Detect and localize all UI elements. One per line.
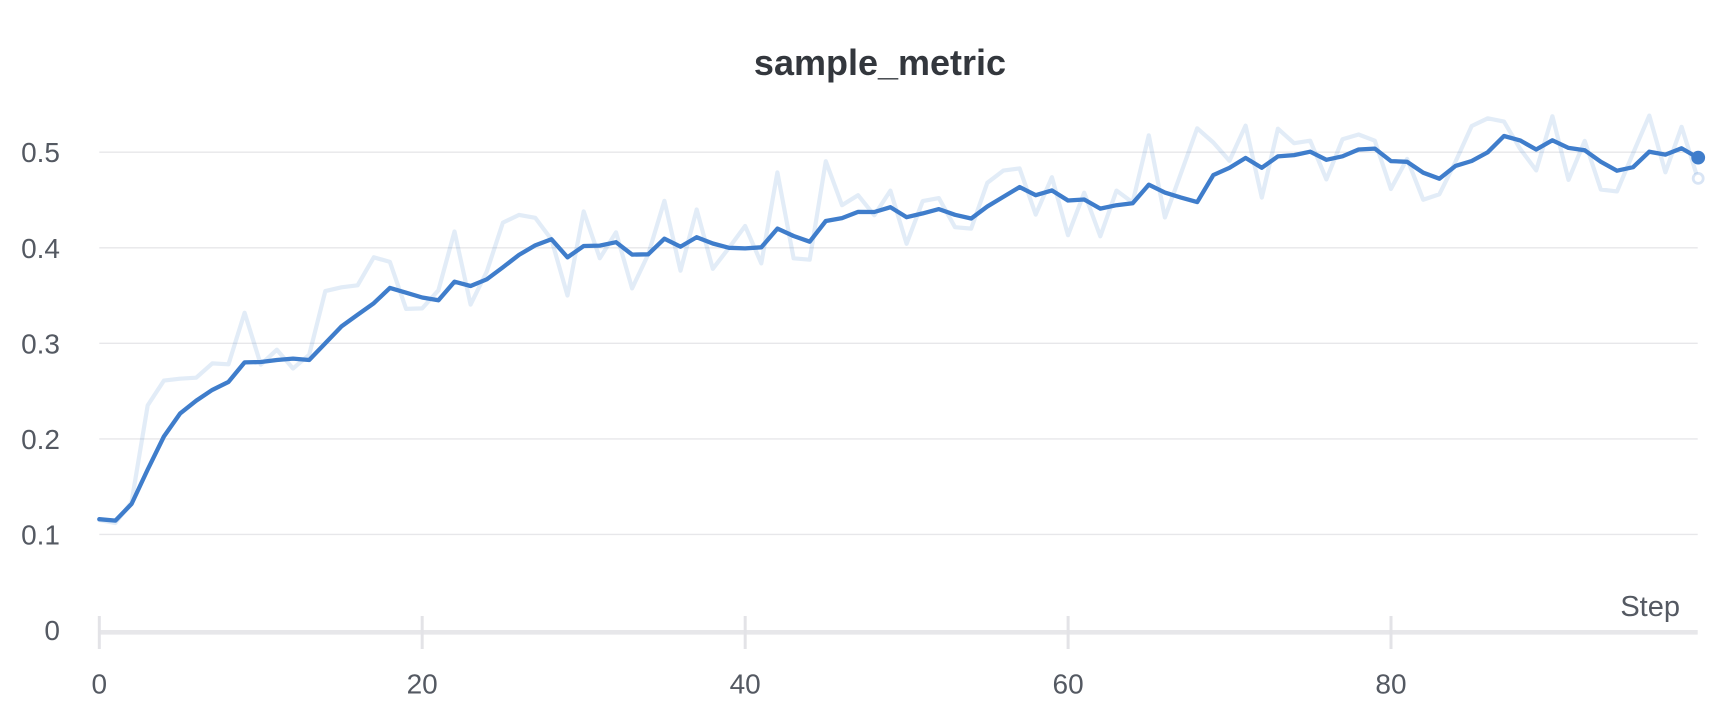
svg-text:0.2: 0.2 — [21, 424, 60, 455]
svg-text:40: 40 — [730, 669, 761, 700]
svg-text:60: 60 — [1053, 669, 1084, 700]
svg-text:0: 0 — [92, 669, 108, 700]
svg-text:0.3: 0.3 — [21, 328, 60, 359]
svg-text:sample_metric: sample_metric — [754, 42, 1006, 83]
svg-text:0.5: 0.5 — [21, 137, 60, 168]
svg-text:20: 20 — [407, 669, 438, 700]
svg-text:0.1: 0.1 — [21, 519, 60, 550]
svg-text:Step: Step — [1620, 591, 1680, 623]
svg-text:0.4: 0.4 — [21, 233, 60, 264]
svg-text:80: 80 — [1375, 669, 1406, 700]
svg-text:0: 0 — [44, 615, 60, 646]
